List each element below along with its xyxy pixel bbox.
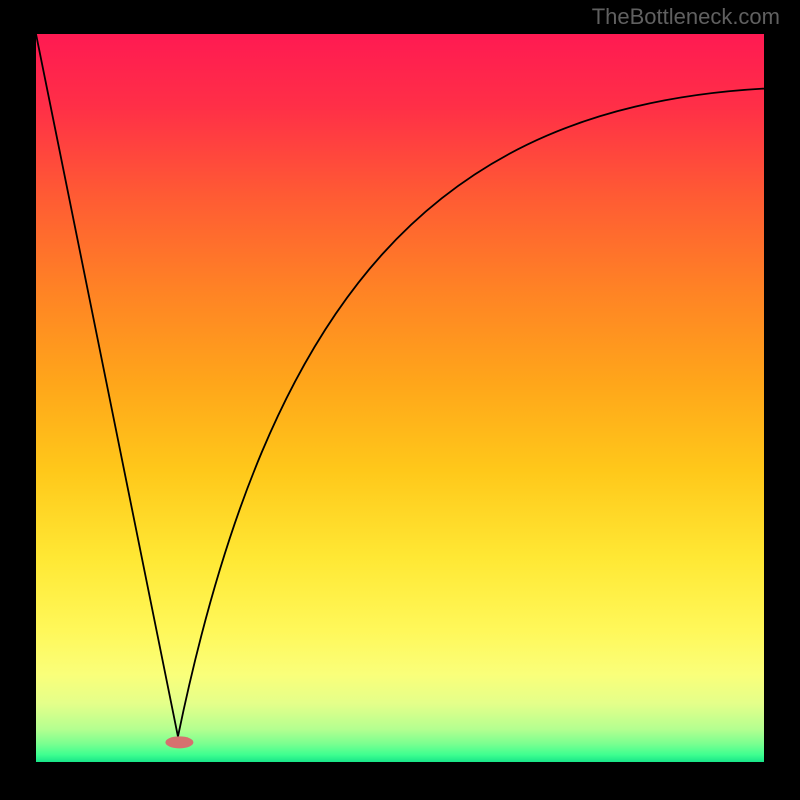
chart-root: { "watermark": { "text": "TheBottleneck.… bbox=[0, 0, 800, 800]
plot-background bbox=[36, 34, 764, 762]
bottleneck-chart bbox=[0, 0, 800, 800]
watermark-text: TheBottleneck.com bbox=[592, 4, 780, 30]
optimal-marker bbox=[165, 736, 193, 748]
